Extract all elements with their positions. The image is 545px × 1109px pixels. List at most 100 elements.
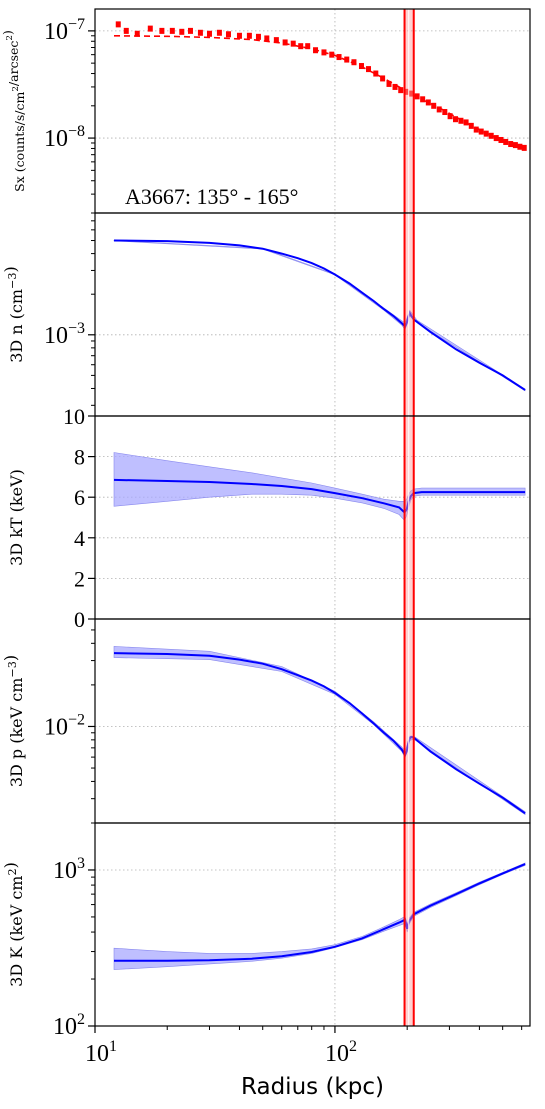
model-line: [114, 863, 526, 962]
panel-K-yticks: 102 103: [53, 822, 95, 1040]
y-axis-label-n: 3D n (cm−3): [1, 266, 26, 363]
panel-K: 102 103 3D K (keV cm2): [1, 822, 531, 1040]
data-point: [236, 32, 242, 39]
chart-annotation: A3667: 135° - 165°: [125, 184, 298, 209]
data-point: [453, 116, 459, 123]
panel-n-plot: [113, 239, 526, 392]
panel-sx-frame: [94, 8, 531, 214]
y-axis-label-kT: 3D kT (keV): [7, 469, 26, 566]
y-tick-label: 8: [74, 445, 85, 470]
panel-kT: 0 2 4 6 8 10 3D kT (keV): [7, 404, 531, 632]
data-point: [246, 32, 252, 39]
panel-kT-grid: [94, 416, 530, 619]
panel-sx-grid: [94, 9, 530, 213]
data-point: [290, 40, 296, 47]
data-point: [392, 83, 398, 90]
panel-sx-yticks: 10−8 10−7: [44, 16, 95, 214]
data-point: [517, 143, 523, 150]
data-point: [386, 80, 392, 87]
panel-p-grid: [94, 619, 530, 823]
data-point: [408, 90, 414, 97]
data-point: [159, 27, 165, 34]
data-point: [351, 59, 357, 66]
data-point: [483, 130, 489, 137]
data-point: [273, 37, 279, 44]
y-tick-label: 10−8: [44, 123, 85, 152]
data-point: [336, 54, 342, 61]
data-point: [366, 66, 372, 73]
data-point: [521, 144, 527, 151]
uncertainty-band: [113, 239, 526, 392]
y-tick-label: 10−2: [44, 711, 85, 740]
model-fit-line: [113, 35, 526, 150]
data-point: [488, 132, 494, 139]
uncertainty-band: [113, 452, 526, 522]
data-point: [431, 102, 437, 109]
data-point: [187, 27, 193, 34]
data-point: [468, 122, 474, 129]
data-point: [115, 21, 121, 28]
data-point: [436, 106, 442, 113]
data-point: [225, 31, 231, 38]
panel-n-yticks: 10−3: [44, 212, 95, 406]
data-point: [298, 43, 304, 50]
y-axis-label-K: 3D K (keV cm2): [1, 862, 26, 987]
panel-kT-yticks: 0 2 4 6 8 10: [63, 404, 95, 632]
data-point: [398, 87, 404, 94]
data-point: [255, 33, 261, 40]
data-point: [458, 117, 464, 124]
data-point: [508, 141, 514, 148]
panel-p-plot: [113, 646, 526, 816]
y-tick-label: 0: [74, 607, 85, 632]
data-point: [503, 138, 509, 145]
data-point: [380, 75, 386, 82]
data-point: [403, 88, 409, 95]
data-point: [197, 29, 203, 36]
data-point: [373, 70, 379, 77]
y-tick-label: 4: [74, 526, 85, 551]
x-axis-label: Radius (kpc): [241, 1074, 384, 1100]
y-tick-label: 102: [53, 1011, 85, 1040]
data-point: [134, 30, 140, 37]
y-tick-label: 10: [63, 404, 85, 429]
data-point: [344, 56, 350, 63]
data-point: [216, 29, 222, 36]
data-point: [264, 35, 270, 42]
uncertainty-band: [113, 646, 526, 816]
data-point: [123, 27, 129, 34]
model-line: [113, 478, 526, 514]
uncertainty-band: [113, 862, 526, 970]
y-axis-label-p: 3D p (keV cm−3): [1, 655, 26, 787]
data-point: [305, 43, 311, 50]
y-tick-label: 6: [74, 485, 85, 510]
x-tick-label: 102: [325, 1038, 357, 1067]
panel-kT-frame: [94, 415, 531, 620]
data-point: [420, 96, 426, 103]
data-point: [169, 27, 175, 34]
data-point: [425, 99, 431, 106]
data-point: [478, 128, 484, 135]
data-point: [321, 49, 327, 56]
x-axis: 101 102: [85, 1026, 523, 1067]
data-point: [447, 113, 453, 120]
panel-n: 10−3 3D n (cm−3): [1, 212, 531, 417]
data-point: [463, 119, 469, 126]
panel-K-grid: [94, 823, 530, 1026]
panel-p-yticks: 10−2: [44, 618, 95, 824]
panel-K-plot: [113, 862, 526, 970]
data-point: [358, 63, 364, 70]
y-tick-label: 103: [53, 855, 85, 884]
data-point: [414, 93, 420, 100]
data-point: [498, 136, 504, 143]
model-line: [113, 652, 526, 815]
data-point: [493, 135, 499, 142]
x-tick-label: 101: [85, 1038, 117, 1067]
data-point: [473, 126, 479, 133]
y-tick-label: 2: [74, 566, 85, 591]
data-point: [313, 47, 319, 54]
y-tick-label: 10−7: [44, 16, 85, 45]
data-point: [512, 142, 518, 149]
panel-K-frame: [94, 822, 531, 1027]
data-point: [147, 25, 153, 32]
